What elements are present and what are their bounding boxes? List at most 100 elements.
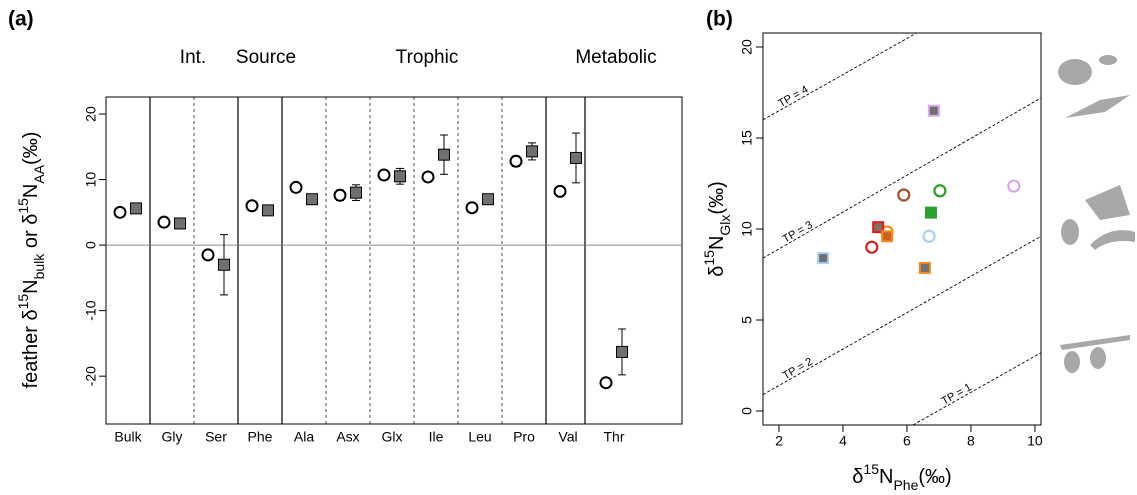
group-label: Int. [180, 47, 206, 68]
label-part: (‰) [706, 181, 728, 214]
y-tick-label: 15 [739, 130, 755, 146]
point [245, 199, 259, 213]
point [174, 217, 186, 230]
label-part: δ [706, 266, 728, 277]
point [333, 188, 347, 202]
caterpillar-icon [1090, 230, 1135, 250]
reference-label: TP = 2 [781, 356, 815, 383]
ant-icon [1099, 55, 1117, 65]
point [218, 258, 230, 271]
x-tick-label: Bulk [114, 429, 142, 445]
label-part: Glx [717, 215, 733, 236]
group-label: Metabolic [575, 47, 656, 68]
point [922, 229, 936, 243]
point [394, 170, 406, 183]
point [113, 205, 127, 219]
group-label: Source [236, 47, 296, 68]
point [599, 376, 613, 390]
x-tick-label: Ser [205, 429, 227, 445]
label-part: bulk [31, 253, 47, 280]
point [526, 145, 538, 158]
point [289, 180, 303, 194]
label-part: N [20, 184, 42, 198]
reference-label: TP = 4 [776, 84, 810, 110]
point [377, 168, 391, 182]
x-tick-label: Val [558, 429, 577, 445]
reference-label: TP = 1 [940, 381, 974, 407]
point [570, 151, 582, 164]
x-tick-label: 6 [903, 433, 911, 449]
point [881, 230, 894, 243]
label-part: N [706, 236, 728, 250]
plot-frame [105, 96, 683, 425]
x-tick-label: Phe [248, 429, 273, 445]
label-part: N [879, 466, 893, 488]
x-tick-label: Glx [382, 429, 403, 445]
y-axis-label: feather δ15Nbulk or δ15NAA(‰) [15, 132, 47, 389]
x-tick-label: Pro [513, 429, 535, 445]
x-tick-label: 10 [1027, 433, 1043, 449]
point [201, 248, 215, 262]
label-part: 15 [15, 198, 31, 214]
x-tick-label: Gly [162, 429, 183, 445]
reference-line [762, 32, 917, 121]
point [865, 240, 879, 254]
point [421, 170, 435, 184]
y-tick-label: 0 [739, 407, 755, 415]
point [350, 186, 362, 199]
label-part: 15 [15, 294, 31, 310]
point [924, 206, 937, 219]
label-part: Phe [893, 477, 918, 493]
point [130, 202, 142, 215]
label-part: feather δ [20, 309, 42, 388]
point [616, 345, 628, 358]
point [482, 193, 494, 206]
leaf-icon [1090, 347, 1106, 369]
y-axis-label: δ15NGlx(‰) [701, 181, 733, 277]
y-tick-label: -20 [83, 366, 99, 386]
label-part: (‰) [20, 132, 42, 165]
beetle-icon [1058, 59, 1092, 85]
panel-label: (b) [706, 8, 733, 31]
point [927, 104, 940, 117]
plant-stem-icon [1060, 335, 1130, 350]
x-axis-label: δ15NPhe(‰) [852, 461, 951, 493]
panel-label: (a) [8, 8, 34, 31]
point [1007, 179, 1021, 193]
x-tick-label: 4 [839, 433, 847, 449]
wasp-icon [1065, 95, 1130, 118]
group-label: Trophic [396, 47, 459, 68]
reference-line [762, 235, 1042, 395]
aphid-icon [1061, 219, 1079, 245]
reference-line [762, 97, 1042, 259]
x-tick-label: 8 [967, 433, 975, 449]
x-tick-label: Ile [429, 429, 444, 445]
point [553, 184, 567, 198]
x-tick-label: Leu [468, 429, 491, 445]
point [509, 154, 523, 168]
point [933, 184, 947, 198]
point [157, 215, 171, 229]
label-part: δ [852, 466, 863, 488]
x-tick-label: Asx [336, 429, 359, 445]
y-tick-label: -10 [83, 300, 99, 320]
reference-line [912, 352, 1042, 426]
y-tick-label: 10 [83, 172, 99, 188]
label-part: N [20, 279, 42, 293]
point [262, 204, 274, 217]
point [918, 261, 931, 274]
y-tick-label: 5 [739, 316, 755, 324]
label-part: 15 [863, 461, 879, 477]
butterfly-icon [1085, 185, 1130, 220]
label-part: or δ [20, 214, 42, 254]
point [465, 201, 479, 215]
label-part: 15 [701, 250, 717, 266]
leaf-icon [1064, 351, 1080, 373]
label-part: AA [31, 164, 47, 183]
y-tick-label: 20 [739, 39, 755, 55]
reference-label: TP = 3 [781, 219, 815, 246]
y-tick-label: 0 [83, 241, 99, 249]
point [872, 221, 885, 234]
x-tick-label: Ala [294, 429, 314, 445]
